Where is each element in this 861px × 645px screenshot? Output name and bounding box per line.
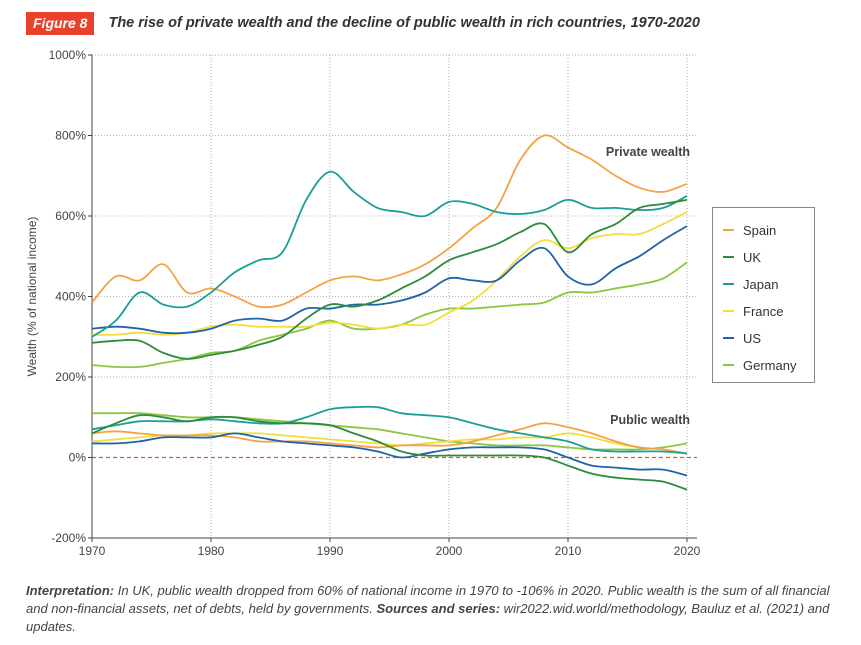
grid-layer bbox=[91, 54, 697, 538]
interpretation-note: Interpretation: In UK, public wealth dro… bbox=[26, 582, 841, 636]
y-tick-label: 200% bbox=[55, 370, 86, 384]
figure-title: The rise of private wealth and the decli… bbox=[108, 15, 700, 31]
us-private-line bbox=[91, 225, 688, 335]
interpretation-label: Interpretation: bbox=[26, 583, 115, 598]
figure-header: Figure 8 The rise of private wealth and … bbox=[26, 10, 700, 36]
legend-item-japan: Japan bbox=[723, 275, 778, 293]
x-tick-label: 1980 bbox=[198, 544, 225, 558]
legend-swatch bbox=[723, 229, 734, 231]
legend-label: France bbox=[743, 303, 784, 319]
legend-swatch bbox=[723, 256, 734, 258]
legend-label: Germany bbox=[743, 357, 797, 373]
y-tick-label: 600% bbox=[55, 209, 86, 223]
legend-item-us: US bbox=[723, 329, 761, 347]
legend-swatch bbox=[723, 283, 734, 285]
label-layer: Private wealth Public wealth bbox=[606, 145, 690, 427]
y-tick-label: 1000% bbox=[49, 48, 87, 62]
y-axis-label: Wealth (% of national income) bbox=[25, 217, 39, 377]
legend-item-france: France bbox=[723, 302, 783, 320]
y-tick-label: 800% bbox=[55, 129, 86, 143]
private-wealth-label: Private wealth bbox=[606, 145, 690, 159]
legend-swatch bbox=[723, 337, 734, 339]
public-wealth-label: Public wealth bbox=[610, 413, 690, 427]
legend-label: Japan bbox=[743, 276, 779, 292]
legend-item-uk: UK bbox=[723, 248, 761, 266]
legend-item-spain: Spain bbox=[723, 221, 776, 239]
x-tick-label: 1970 bbox=[79, 544, 106, 558]
legend-label: Spain bbox=[743, 222, 777, 238]
uk-public-line bbox=[91, 414, 688, 491]
legend-label: UK bbox=[743, 249, 762, 265]
legend-swatch bbox=[723, 310, 734, 312]
interpretation-text: In UK, public wealth dropped from 60% of… bbox=[26, 583, 830, 616]
y-tick-label: 0% bbox=[69, 451, 87, 465]
x-tick-label: 2010 bbox=[555, 544, 582, 558]
x-tick-label: 2000 bbox=[436, 544, 463, 558]
uk-private-line bbox=[91, 199, 688, 360]
y-tick-label: -200% bbox=[51, 531, 86, 545]
sources-text: wir2022.wid.world/methodology, Bauluz et… bbox=[26, 601, 830, 634]
series-layer bbox=[91, 134, 688, 491]
figure-badge: Figure 8 bbox=[26, 11, 95, 35]
japan-private-line bbox=[91, 170, 688, 338]
y-tick-label: 400% bbox=[55, 290, 86, 304]
legend-label: US bbox=[743, 330, 762, 346]
legend-swatch bbox=[723, 364, 734, 366]
x-tick-label: 2020 bbox=[674, 544, 701, 558]
legend: Spain UK Japan France US Germany bbox=[712, 207, 815, 383]
line-chart: -200% 0% 200% 400% 600% 800% 1000% 1970 1980 1990… bbox=[25, 48, 701, 558]
us-public-line bbox=[91, 432, 688, 477]
legend-item-germany: Germany bbox=[723, 356, 796, 374]
axis-layer: -200% 0% 200% 400% 600% 800% 1000% 1970 1980 1990… bbox=[25, 48, 701, 558]
spain-private-line bbox=[91, 134, 688, 309]
x-tick-label: 1990 bbox=[317, 544, 344, 558]
sources-label: Sources and series: bbox=[376, 601, 501, 616]
